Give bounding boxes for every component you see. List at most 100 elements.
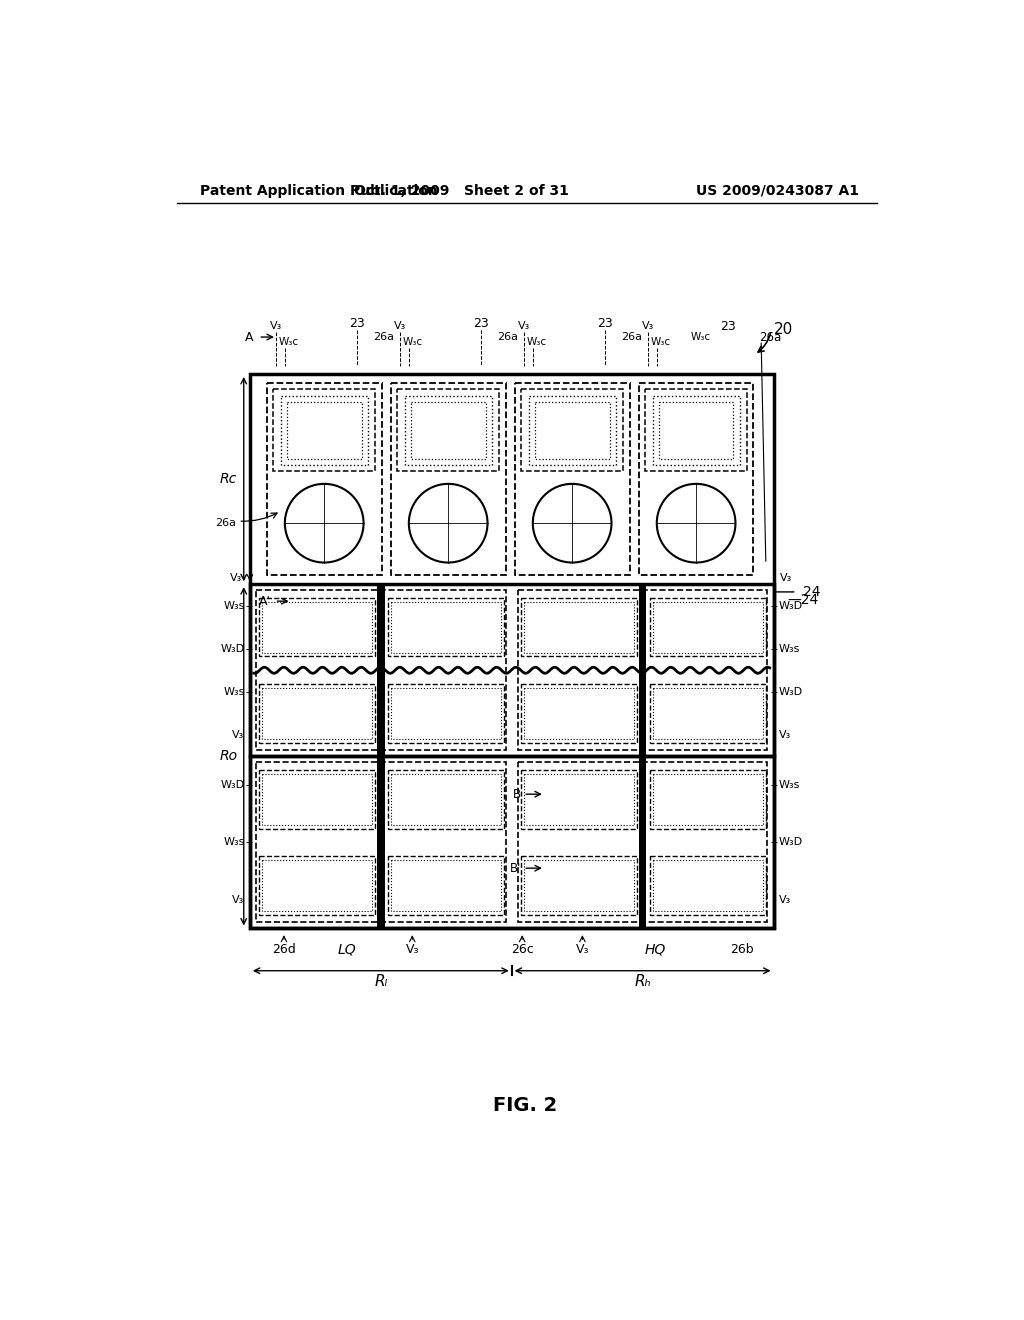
Bar <box>250 756 773 928</box>
Bar <box>649 770 766 829</box>
Bar <box>524 774 634 825</box>
Bar <box>397 389 500 471</box>
Text: 26a: 26a <box>215 517 237 528</box>
Bar <box>259 598 376 656</box>
Bar <box>639 758 646 927</box>
Text: W₃c: W₃c <box>279 337 298 347</box>
Bar <box>391 383 506 576</box>
Text: 23: 23 <box>349 317 365 330</box>
Text: HQ: HQ <box>645 942 667 957</box>
Text: 26c: 26c <box>511 944 534 957</box>
Text: V₃: V₃ <box>779 895 792 904</box>
Bar <box>388 770 504 829</box>
Text: W₃c: W₃c <box>526 337 547 347</box>
Text: W₃c: W₃c <box>690 333 711 342</box>
Text: W₃D: W₃D <box>779 686 803 697</box>
Bar <box>528 396 615 465</box>
Text: V₃: V₃ <box>394 321 407 331</box>
Bar <box>639 383 754 576</box>
Text: B': B' <box>510 862 521 875</box>
Text: 26a: 26a <box>374 333 394 342</box>
Bar <box>658 401 733 459</box>
Bar <box>524 602 634 652</box>
Text: LQ: LQ <box>338 942 356 957</box>
Text: W₃D: W₃D <box>779 837 803 847</box>
Bar <box>250 585 773 756</box>
Bar <box>273 389 376 471</box>
Text: W₃D: W₃D <box>220 644 245 653</box>
Text: Oct. 1, 2009   Sheet 2 of 31: Oct. 1, 2009 Sheet 2 of 31 <box>354 183 569 198</box>
Bar <box>391 602 501 652</box>
Text: B: B <box>513 788 521 801</box>
Bar <box>524 688 634 739</box>
Text: W₃D: W₃D <box>220 780 245 789</box>
Bar <box>250 374 773 928</box>
Text: 26a: 26a <box>622 333 642 342</box>
Bar <box>391 688 501 739</box>
Bar <box>518 590 767 750</box>
Bar <box>649 598 766 656</box>
Text: 26d: 26d <box>272 944 296 957</box>
Text: V₃: V₃ <box>270 321 283 331</box>
Bar <box>521 684 637 743</box>
Bar <box>267 383 382 576</box>
Text: W₃c: W₃c <box>650 337 671 347</box>
Bar <box>287 401 361 459</box>
Text: 23: 23 <box>720 319 735 333</box>
Bar <box>521 857 637 915</box>
Bar <box>281 396 368 465</box>
Text: V₃: V₃ <box>779 573 792 583</box>
Text: V₃: V₃ <box>232 895 245 904</box>
Text: W₃s: W₃s <box>223 601 245 611</box>
Bar <box>521 770 637 829</box>
Bar <box>262 859 373 911</box>
Bar <box>652 396 739 465</box>
Text: V₃: V₃ <box>406 944 419 957</box>
Text: US 2009/0243087 A1: US 2009/0243087 A1 <box>696 183 859 198</box>
Bar <box>256 590 506 750</box>
Bar <box>256 763 506 923</box>
Text: Ro: Ro <box>219 750 238 763</box>
Bar <box>404 396 492 465</box>
Text: 23: 23 <box>473 317 488 330</box>
Bar <box>521 389 624 471</box>
Bar <box>262 602 373 652</box>
Text: W₃c: W₃c <box>402 337 423 347</box>
Text: V₃: V₃ <box>232 730 245 739</box>
Bar <box>388 598 504 656</box>
Bar <box>652 688 763 739</box>
Text: V₃: V₃ <box>230 573 243 583</box>
Text: V₃: V₃ <box>642 321 654 331</box>
Text: W₃s: W₃s <box>779 644 801 653</box>
Text: 26b: 26b <box>730 944 754 957</box>
Bar <box>649 684 766 743</box>
Text: V₃: V₃ <box>518 321 530 331</box>
Bar <box>645 389 748 471</box>
Bar <box>259 770 376 829</box>
Bar <box>259 857 376 915</box>
Text: FIG. 2: FIG. 2 <box>493 1096 557 1115</box>
Text: Rc: Rc <box>220 473 237 486</box>
Text: Rₕ: Rₕ <box>634 974 651 989</box>
Text: 20: 20 <box>773 322 793 337</box>
Bar <box>259 684 376 743</box>
Text: W₃s: W₃s <box>779 780 801 789</box>
Bar <box>388 684 504 743</box>
Bar <box>262 688 373 739</box>
Text: W₃D: W₃D <box>779 601 803 611</box>
Bar <box>652 859 763 911</box>
Text: 23: 23 <box>597 317 612 330</box>
Text: A: A <box>246 330 254 343</box>
Text: —24: —24 <box>787 593 818 607</box>
Bar <box>521 598 637 656</box>
Bar <box>391 859 501 911</box>
Text: A': A' <box>259 594 270 607</box>
Bar <box>411 401 485 459</box>
Bar <box>515 383 630 576</box>
Text: Patent Application Publication: Patent Application Publication <box>200 183 437 198</box>
Text: W₃s: W₃s <box>223 837 245 847</box>
Bar <box>377 586 385 755</box>
Bar <box>649 857 766 915</box>
Text: 26a: 26a <box>760 330 781 343</box>
Text: 26a: 26a <box>498 333 518 342</box>
